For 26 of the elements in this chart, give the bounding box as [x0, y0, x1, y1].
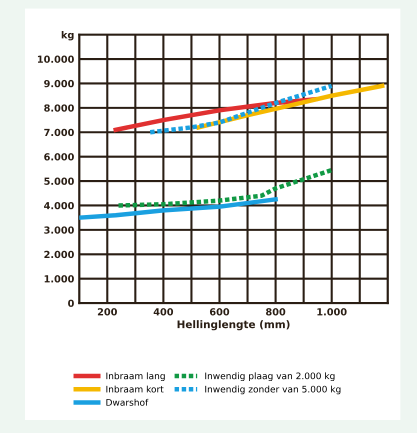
line-series [79, 197, 278, 220]
line-series [148, 84, 334, 134]
y-tick-label: kg [62, 30, 74, 40]
y-tick-label: 3.000 [44, 226, 74, 234]
x-tick-label: 200 [98, 308, 117, 316]
x-tick-label: 400 [154, 308, 174, 316]
x-tick-label: 600 [210, 308, 230, 316]
y-tick-label: 5.000 [44, 178, 74, 185]
y-tick-label: 8.000 [44, 104, 74, 112]
legend-label: Inbraam lang [106, 372, 165, 382]
x-tick-label: 800 [266, 308, 286, 316]
line-series [116, 168, 334, 208]
x-tick-label: 1.000 [317, 308, 347, 316]
y-tick-label: 7.000 [44, 128, 74, 136]
y-tick-label: 9.000 [44, 80, 74, 88]
legend-label: Inbraam kort [106, 386, 164, 393]
legend-label: Dwarshof [106, 398, 148, 406]
legend-label: Inwendig zonder van 5.000 kg [205, 386, 340, 394]
y-tick-label: 0 [68, 300, 74, 307]
x-axis-title: Hellinglengte (mm) [178, 320, 290, 330]
y-tick-label: 1.000 [44, 275, 74, 283]
y-tick-label: 2.000 [44, 250, 74, 258]
y-tick-label: 4.000 [44, 202, 74, 210]
y-tick-label: 6.000 [44, 153, 74, 160]
legend-label: Inwendig plaag van 2.000 kg [205, 372, 334, 382]
y-tick-label: 10.000 [38, 56, 74, 63]
